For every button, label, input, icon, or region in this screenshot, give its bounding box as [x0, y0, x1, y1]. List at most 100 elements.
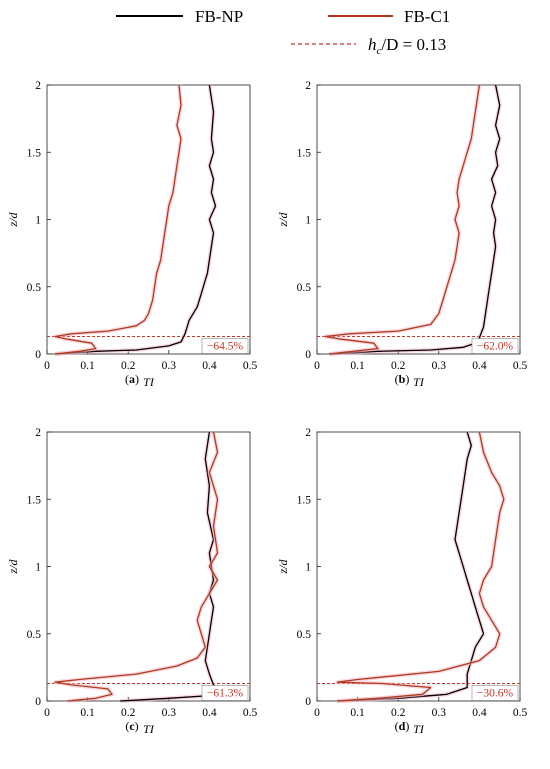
panel-label-open: ( — [125, 372, 129, 386]
plot-frame — [316, 84, 521, 355]
x-tick-label: 0.3 — [162, 707, 177, 719]
x-axis-label: TI — [143, 375, 155, 389]
reduction-annotation-box — [471, 685, 519, 701]
x-tick-label: 0.4 — [472, 360, 487, 372]
reduction-annotation-box — [201, 338, 249, 354]
legend-hc-label: hc/D = 0.13 — [368, 35, 446, 57]
x-tick-label: 0.5 — [243, 360, 258, 372]
series-glow — [323, 84, 482, 356]
x-tick-label: 0.1 — [350, 707, 365, 719]
series-line-fb-c1 — [54, 84, 182, 355]
panels: 0 0.1 0.2 0.3 0.4 0.500.511.52TIz/d−64.5%(a)0… — [6, 80, 527, 736]
series-glow — [54, 84, 218, 356]
reduction-annotation: −30.6% — [477, 688, 514, 700]
panel-label-close: ) — [405, 719, 409, 733]
x-tick-label: 0.1 — [80, 707, 95, 719]
legend-hc-h: h — [368, 35, 377, 54]
series-line-fb-np — [337, 431, 485, 702]
y-tick-label: 0 — [305, 349, 311, 361]
x-tick-label: 0.2 — [391, 707, 406, 719]
y-axis-label: z/d — [276, 212, 290, 228]
y-tick-label: 1.5 — [297, 494, 312, 506]
panel-label-close: ) — [135, 372, 139, 386]
y-tick-label: 0.5 — [27, 629, 42, 641]
panel-label-open: ( — [395, 372, 399, 386]
panel-label: (c) — [125, 719, 138, 733]
plot-frame — [46, 431, 251, 702]
panel-label-open: ( — [125, 719, 129, 733]
y-tick-label: 1 — [35, 562, 41, 574]
y-tick-label: 0.5 — [297, 282, 312, 294]
reduction-annotation-box — [471, 338, 519, 354]
reduction-annotation-box — [201, 685, 249, 701]
y-tick-label: 1.5 — [27, 147, 42, 159]
series-line-fb-c1 — [54, 431, 219, 702]
y-tick-label: 2 — [305, 427, 311, 439]
y-tick-label: 1.5 — [297, 147, 312, 159]
series-line-fb-np — [55, 84, 217, 355]
x-tick-label: 0.1 — [350, 360, 365, 372]
y-tick-label: 2 — [35, 80, 41, 92]
y-tick-label: 1.5 — [27, 494, 42, 506]
x-axis-label: TI — [413, 375, 425, 389]
y-tick-label: 2 — [35, 427, 41, 439]
panel-label-letter: b — [399, 372, 406, 386]
panel-b: 0 0.1 0.2 0.3 0.4 0.5 0 0.5 1 1.5 2 TI z/d −62.0% (b) — [276, 80, 527, 389]
panel-label-letter: c — [129, 719, 135, 733]
series-glow — [53, 84, 183, 356]
panel-label: (a) — [125, 372, 139, 386]
y-tick-label: 0 — [35, 696, 41, 708]
panel-label-letter: a — [129, 372, 135, 386]
x-axis-label: TI — [143, 722, 155, 736]
panel-label-open: ( — [395, 719, 399, 733]
panel-label: (b) — [395, 372, 410, 386]
x-tick-label: 0.4 — [202, 707, 217, 719]
legend: FB-NP FB-C1 hc/D = 0.13 — [116, 7, 450, 57]
reduction-annotation: −64.5% — [207, 341, 244, 353]
y-axis-label: z/d — [276, 559, 290, 575]
y-tick-label: 0 — [35, 349, 41, 361]
x-tick-label: 0.5 — [243, 707, 258, 719]
series-line-fb-c1 — [324, 84, 481, 355]
x-tick-label: 0 — [44, 360, 50, 372]
panel-label-close: ) — [135, 719, 139, 733]
y-tick-label: 1 — [305, 215, 311, 227]
legend-hc-rest: /D = 0.13 — [381, 35, 446, 54]
x-tick-label: 0.4 — [202, 360, 217, 372]
x-tick-label: 0.5 — [513, 360, 528, 372]
series-glow — [119, 431, 224, 703]
x-tick-label: 0 — [314, 360, 320, 372]
panel-a: 0 0.1 0.2 0.3 0.4 0.5 0 0.5 1 1.5 2 TI z/d −64.5% (a) — [6, 80, 257, 389]
y-tick-label: 0.5 — [27, 282, 42, 294]
y-tick-label: 0.5 — [297, 629, 312, 641]
x-tick-label: 0.2 — [121, 707, 136, 719]
panel-d: 0 0.1 0.2 0.3 0.4 0.5 0 0.5 1 1.5 2 TI z/d −30.6% (d) — [276, 427, 527, 736]
x-tick-label: 0 — [314, 707, 320, 719]
y-tick-label: 1 — [35, 215, 41, 227]
y-axis-label: z/d — [6, 212, 20, 228]
series-glow — [53, 431, 220, 703]
x-tick-label: 0.3 — [432, 707, 447, 719]
x-tick-label: 0.3 — [162, 360, 177, 372]
panel-c: 0 0.1 0.2 0.3 0.4 0.5 0 0.5 1 1.5 2 TI z/d −61.3% (c) — [6, 427, 257, 736]
series-glow — [337, 431, 486, 703]
x-tick-label: 0.3 — [432, 360, 447, 372]
legend-c1-label: FB-C1 — [404, 7, 450, 26]
x-tick-label: 0.2 — [391, 360, 406, 372]
series-line-fb-c1 — [336, 431, 505, 702]
y-tick-label: 1 — [305, 562, 311, 574]
panel-label-letter: d — [399, 719, 406, 733]
panel-label: (d) — [395, 719, 410, 733]
x-tick-label: 0.1 — [80, 360, 95, 372]
y-axis-label: z/d — [6, 559, 20, 575]
reduction-annotation: −61.3% — [207, 688, 244, 700]
legend-np-label: FB-NP — [195, 7, 243, 26]
x-tick-label: 0.4 — [472, 707, 487, 719]
y-tick-label: 2 — [305, 80, 311, 92]
y-tick-label: 0 — [305, 696, 311, 708]
reduction-annotation: −62.0% — [477, 341, 514, 353]
x-tick-label: 0 — [44, 707, 50, 719]
x-tick-label: 0.5 — [513, 707, 528, 719]
panel-label-close: ) — [405, 372, 409, 386]
